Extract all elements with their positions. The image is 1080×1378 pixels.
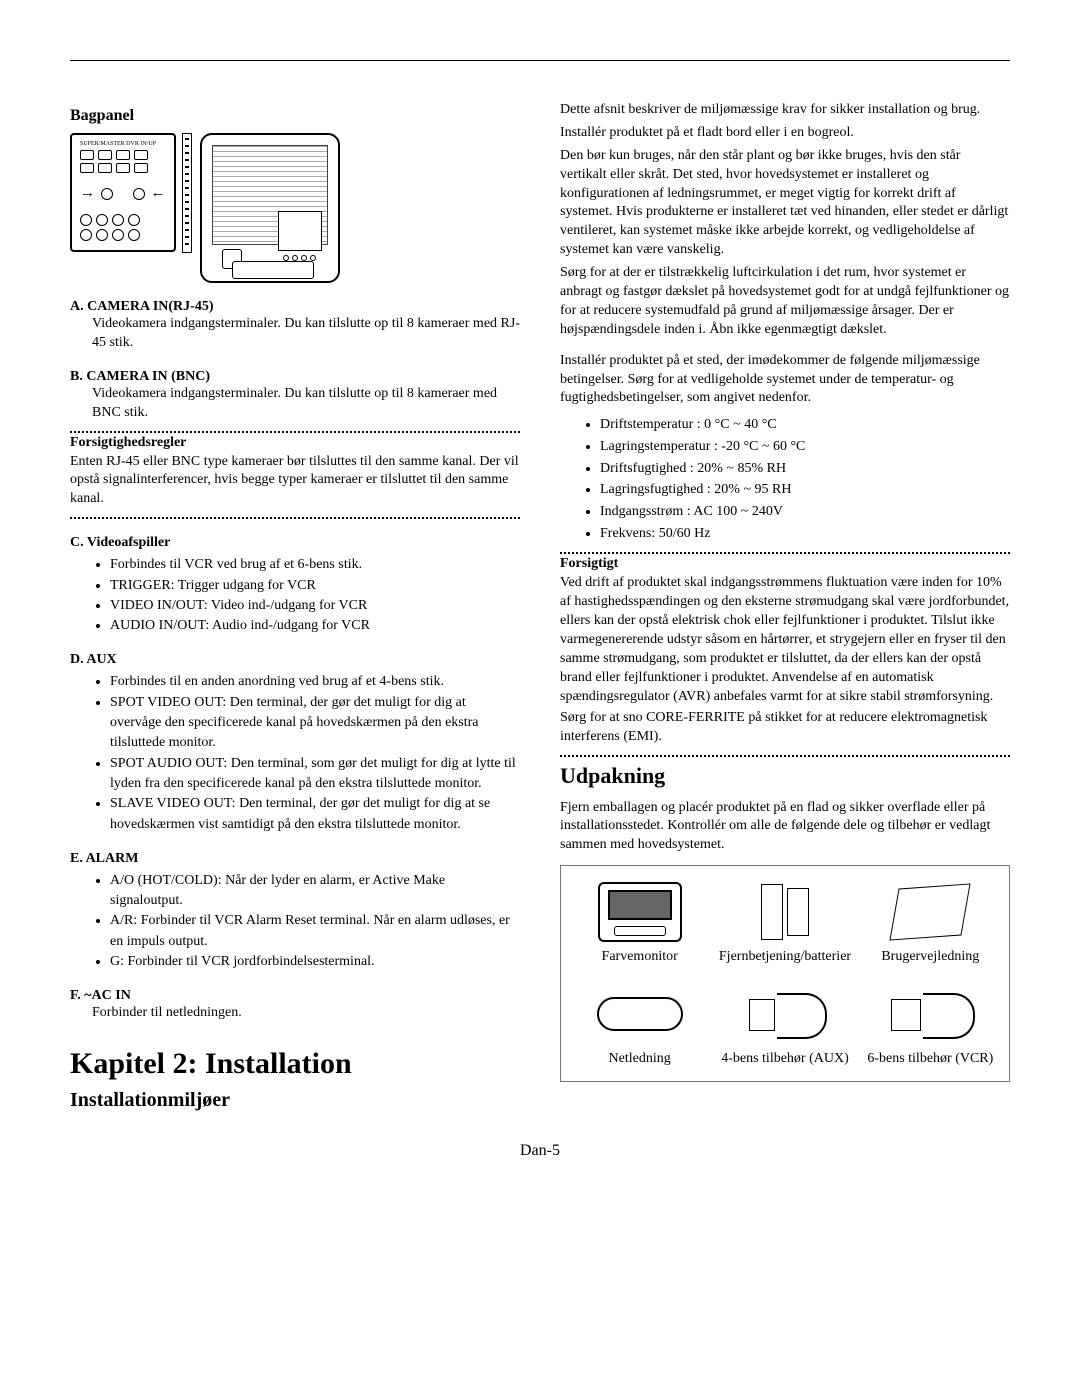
caution1-title: Forsigtighedsregler: [70, 435, 520, 451]
unpack-heading: Udpakning: [560, 763, 1010, 789]
item-label: Fjernbetjening/batterier: [716, 948, 853, 966]
d-title: D. AUX: [70, 652, 520, 668]
list-item: VIDEO IN/OUT: Video ind-/udgang for VCR: [110, 596, 520, 616]
env-heading: Installationmiljøer: [70, 1089, 520, 1112]
env-para: Dette afsnit beskriver de miljømæssige k…: [560, 101, 1010, 120]
env-para: Sørg for at der er tilstrækkelig luftcir…: [560, 264, 1010, 340]
right-column: Dette afsnit beskriver de miljømæssige k…: [560, 101, 1010, 1122]
f-body: Forbinder til netledningen.: [70, 1004, 520, 1023]
b-title: B. CAMERA IN (BNC): [70, 369, 520, 385]
f-title: F. ~AC IN: [70, 988, 520, 1004]
remote-icon: [761, 884, 783, 940]
env-para: Den bør kun bruges, når den står plant o…: [560, 147, 1010, 260]
powercord-icon: [597, 997, 683, 1031]
spec-list: Driftstemperatur : 0 °C ~ 40 °C Lagrings…: [560, 414, 1010, 544]
list-item: Frekvens: 50/60 Hz: [600, 523, 1010, 545]
rear-panel-diagram: SUPER/MASTER DVR IN/UP → ←: [70, 133, 520, 283]
caution2-title: Forsigtigt: [560, 556, 1010, 572]
list-item: Lagringstemperatur : -20 °C ~ 60 °C: [600, 436, 1010, 458]
vcr-cable-icon: [887, 993, 973, 1035]
item-label: Brugervejledning: [862, 948, 999, 966]
caution2-body: Sørg for at sno CORE-FERRITE på stikket …: [560, 709, 1010, 747]
a-body: Videokamera indgangsterminaler. Du kan t…: [70, 315, 520, 353]
left-column: Bagpanel SUPER/MASTER DVR IN/UP → ←: [70, 101, 520, 1122]
list-item: SPOT VIDEO OUT: Den terminal, der gør de…: [110, 693, 520, 754]
list-item: Forbindes til en anden anordning ved bru…: [110, 672, 520, 692]
item-label: Netledning: [571, 1050, 708, 1068]
list-item: Indgangsstrøm : AC 100 ~ 240V: [600, 501, 1010, 523]
item-label: 4-bens tilbehør (AUX): [716, 1050, 853, 1068]
bagpanel-heading: Bagpanel: [70, 107, 520, 125]
item-label: Farvemonitor: [571, 948, 708, 966]
list-item: SLAVE VIDEO OUT: Den terminal, der gør d…: [110, 794, 520, 835]
e-list: A/O (HOT/COLD): Når der lyder en alarm, …: [70, 871, 520, 972]
list-item: Forbindes til VCR ved brug af et 6-bens …: [110, 555, 520, 575]
list-item: AUDIO IN/OUT: Audio ind-/udgang for VCR: [110, 616, 520, 636]
list-item: SPOT AUDIO OUT: Den terminal, som gør de…: [110, 754, 520, 795]
list-item: A/O (HOT/COLD): Når der lyder en alarm, …: [110, 871, 520, 912]
list-item: Driftsfugtighed : 20% ~ 85% RH: [600, 458, 1010, 480]
d-list: Forbindes til en anden anordning ved bru…: [70, 672, 520, 834]
e-title: E. ALARM: [70, 851, 520, 867]
monitor-icon: [598, 882, 682, 942]
page-number: Dan-5: [70, 1142, 1010, 1160]
list-item: Driftstemperatur : 0 °C ~ 40 °C: [600, 414, 1010, 436]
a-title: A. CAMERA IN(RJ-45): [70, 299, 520, 315]
caution2-body: Ved drift af produktet skal indgangsstrø…: [560, 574, 1010, 706]
aux-cable-icon: [745, 993, 825, 1035]
b-body: Videokamera indgangsterminaler. Du kan t…: [70, 385, 520, 423]
env-para: Installér produktet på et sted, der imød…: [560, 352, 1010, 409]
c-title: C. Videoafspiller: [70, 535, 520, 551]
guide-icon: [890, 884, 971, 941]
unpack-box: Farvemonitor Fjernbetjening/batterier Br…: [560, 865, 1010, 1082]
list-item: TRIGGER: Trigger udgang for VCR: [110, 576, 520, 596]
list-item: G: Forbinder til VCR jordforbindelsester…: [110, 952, 520, 972]
item-label: 6-bens tilbehør (VCR): [862, 1050, 999, 1068]
chapter-heading: Kapitel 2: Installation: [70, 1047, 520, 1081]
battery-icon: [787, 888, 809, 936]
c-list: Forbindes til VCR ved brug af et 6-bens …: [70, 555, 520, 636]
list-item: Lagringsfugtighed : 20% ~ 95 RH: [600, 479, 1010, 501]
caution1-body: Enten RJ-45 eller BNC type kameraer bør …: [70, 453, 520, 510]
env-para: Installér produktet på et fladt bord ell…: [560, 124, 1010, 143]
unpack-para: Fjern emballagen og placér produktet på …: [560, 799, 1010, 856]
list-item: A/R: Forbinder til VCR Alarm Reset termi…: [110, 911, 520, 952]
